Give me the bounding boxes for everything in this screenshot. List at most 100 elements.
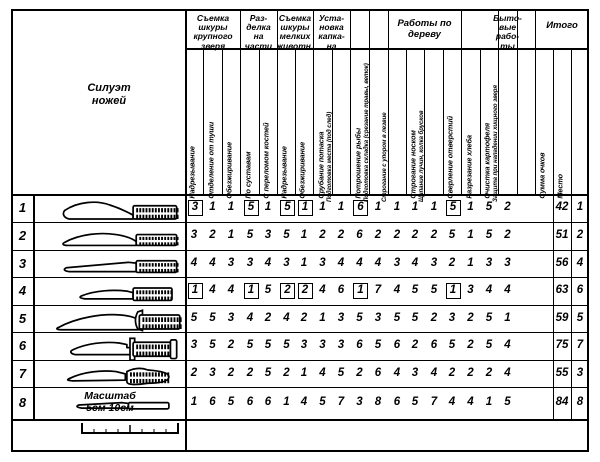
data-cell-r6-c2: 5 [209, 339, 216, 351]
data-cell-r2-c5: 3 [264, 229, 272, 241]
row-number-2: 2 [18, 228, 27, 243]
row-number-5: 5 [18, 310, 27, 326]
data-cell-r2-c7: 1 [300, 229, 308, 241]
data-cell-r5-c13: 5 [411, 311, 419, 324]
col-label-c1: Надрезывание [187, 146, 197, 199]
place-cell-r4: 6 [576, 284, 584, 296]
data-cell-r2-c15: 5 [448, 229, 456, 241]
group-header-hide-large: Съемка шкуры крупного зверя [193, 13, 233, 51]
data-cell-r1-c5: 1 [264, 201, 272, 213]
data-cell-r6-c15: 5 [448, 339, 456, 351]
data-cell-r5-c9: 3 [337, 311, 345, 324]
col-label-c19: Сумма очков [537, 152, 547, 199]
data-cell-r8-c16: 4 [467, 396, 474, 408]
data-cell-r5-c18: 1 [504, 311, 511, 324]
data-cell-r6-c5: 5 [264, 339, 272, 351]
data-cell-r7-c18: 4 [504, 366, 511, 379]
rule-v-col-2 [222, 48, 223, 194]
scale-ticks-label: 5см 10см [86, 402, 134, 414]
knife-silhouette-3 [34, 253, 184, 281]
data-cell-r3-c18: 3 [504, 256, 511, 269]
data-cell-r7-c11: 6 [374, 366, 382, 379]
data-cell-r7-c8: 4 [319, 366, 326, 379]
rule-v-left-block-right [185, 9, 187, 452]
knife-silhouette-5 [34, 308, 184, 336]
data-cell-r7-c15: 2 [448, 366, 456, 379]
col-label-c12: Строгание с упором в лезвие [381, 112, 388, 202]
data-cell-r2-c10: 6 [356, 229, 363, 241]
data-cell-r7-c12: 4 [393, 366, 401, 379]
rule-v-group-6 [388, 11, 389, 194]
data-cell-r7-c3: 2 [227, 366, 235, 379]
rule-v-col-13 [424, 48, 425, 194]
data-cell-r3-c6: 3 [283, 256, 290, 269]
rule-v-rownum-right [33, 194, 35, 419]
group-header-trap-setup: Уста- новка капка- на [318, 13, 345, 51]
data-cell-r2-c17: 5 [485, 229, 493, 241]
data-cell-r6-c7: 3 [300, 339, 308, 351]
rule-v-place-left [571, 48, 572, 419]
data-cell-r6-c4: 5 [246, 339, 254, 351]
data-cell-r4-c14: 5 [430, 284, 438, 296]
rule-v-col-8 [332, 48, 333, 194]
rule-v-group-5 [369, 11, 370, 194]
data-cell-r4-c7: 2 [297, 283, 313, 299]
col-label-c20: Место [555, 173, 565, 199]
data-cell-r7-c6: 2 [283, 366, 290, 379]
knife-silhouette-4 [34, 281, 184, 309]
data-cell-r6-c17: 5 [485, 339, 493, 351]
data-cell-r3-c15: 2 [448, 256, 456, 269]
data-cell-r1-c15: 5 [445, 200, 461, 216]
knife-silhouette-7 [34, 363, 184, 391]
data-cell-r3-c2: 4 [209, 256, 216, 269]
rule-v-group-7 [461, 11, 462, 194]
data-cell-r2-c16: 1 [467, 229, 474, 241]
col-label-c16: Разрезание хлеба [464, 135, 474, 199]
data-cell-r4-c11: 7 [374, 284, 382, 296]
data-cell-r4-c12: 4 [393, 284, 401, 296]
data-cell-r5-c7: 2 [300, 311, 308, 324]
data-cell-r2-c12: 2 [393, 229, 401, 241]
col-label-c18: Защита при нападении хищного зверя [492, 85, 499, 202]
data-cell-r2-c6: 5 [283, 229, 290, 241]
data-cell-r6-c8: 3 [319, 339, 326, 351]
data-cell-r2-c3: 1 [227, 229, 235, 241]
data-cell-r8-c13: 5 [411, 396, 419, 408]
sum-cell-r2: 51 [555, 229, 569, 241]
data-cell-r1-c12: 1 [393, 201, 401, 213]
data-cell-r8-c7: 4 [300, 396, 308, 408]
knife-silhouette-1 [34, 198, 184, 226]
data-cell-r3-c14: 3 [430, 256, 438, 269]
data-cell-r7-c14: 4 [430, 366, 438, 379]
place-cell-r6: 7 [576, 339, 584, 351]
data-cell-r1-c10: 6 [353, 200, 368, 216]
data-cell-r7-c10: 2 [356, 366, 363, 379]
row-number-6: 6 [18, 338, 27, 353]
data-cell-r2-c4: 5 [246, 229, 254, 241]
data-cell-r5-c17: 5 [485, 311, 493, 324]
data-cell-r6-c1: 3 [190, 339, 198, 351]
data-cell-r5-c15: 3 [448, 311, 456, 324]
sum-cell-r8: 84 [555, 396, 569, 408]
rule-v-group-4 [350, 11, 351, 194]
data-cell-r4-c16: 3 [467, 284, 474, 296]
data-cell-r5-c14: 2 [430, 311, 438, 324]
rule-h-row-3 [11, 277, 589, 278]
data-cell-r5-c1: 5 [190, 311, 198, 324]
data-cell-r6-c12: 6 [393, 339, 401, 351]
rule-v-sum-left-data [553, 194, 554, 419]
data-cell-r1-c16: 1 [467, 201, 474, 213]
data-cell-r7-c16: 2 [467, 366, 474, 379]
data-cell-r5-c12: 5 [393, 311, 401, 324]
row-number-4: 4 [18, 283, 27, 298]
data-cell-r1-c13: 1 [411, 201, 419, 213]
rule-h-data-bottom [11, 419, 589, 421]
data-cell-r7-c7: 1 [300, 366, 308, 379]
sum-cell-r4: 63 [555, 284, 569, 296]
data-cell-r8-c4: 6 [246, 396, 254, 408]
data-cell-r6-c16: 2 [467, 339, 474, 351]
table-outer-frame [11, 9, 589, 452]
knife-silhouette-8 [34, 391, 184, 419]
col-label-c3: Обезжиривание [224, 141, 234, 199]
data-cell-r6-c10: 6 [356, 339, 363, 351]
